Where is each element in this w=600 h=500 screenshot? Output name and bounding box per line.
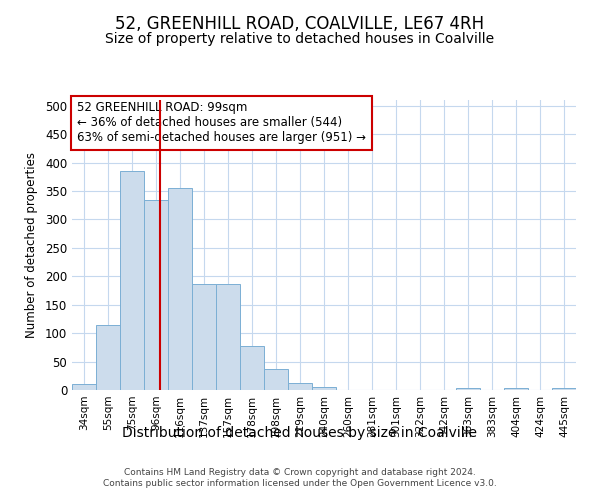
Bar [312,386,336,390]
Bar [288,383,312,390]
Bar [192,284,216,390]
Y-axis label: Number of detached properties: Number of detached properties [25,152,38,338]
Text: Distribution of detached houses by size in Coalville: Distribution of detached houses by size … [122,426,478,440]
Bar [120,171,144,390]
Bar [168,188,192,390]
Text: 52 GREENHILL ROAD: 99sqm
← 36% of detached houses are smaller (544)
63% of semi-: 52 GREENHILL ROAD: 99sqm ← 36% of detach… [77,102,366,144]
Text: 52, GREENHILL ROAD, COALVILLE, LE67 4RH: 52, GREENHILL ROAD, COALVILLE, LE67 4RH [115,15,485,33]
Text: Contains HM Land Registry data © Crown copyright and database right 2024.
Contai: Contains HM Land Registry data © Crown c… [103,468,497,487]
Bar [264,369,288,390]
Text: Size of property relative to detached houses in Coalville: Size of property relative to detached ho… [106,32,494,46]
Bar [240,346,264,390]
Bar [72,384,96,390]
Bar [552,388,576,390]
Bar [96,324,120,390]
Bar [216,284,240,390]
Bar [504,388,528,390]
Bar [456,388,480,390]
Bar [144,200,168,390]
